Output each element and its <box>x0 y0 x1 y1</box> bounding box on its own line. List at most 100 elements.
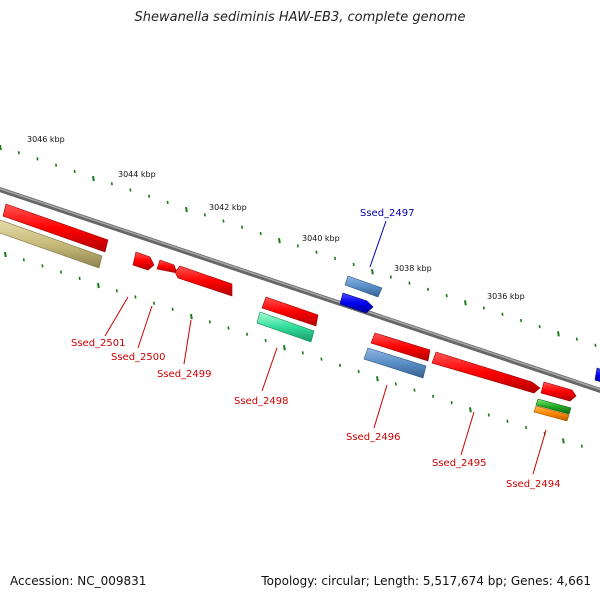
scale-tick <box>594 343 597 347</box>
scale-tick <box>153 301 156 305</box>
gene-feature-ssed-2499[interactable] <box>174 265 233 297</box>
scale-tick <box>487 413 490 417</box>
leader-line-ssed-2498 <box>261 347 278 392</box>
scale-tick <box>246 332 249 336</box>
scale-tick <box>482 306 485 310</box>
gene-feature-ssed-2498[interactable] <box>261 296 319 327</box>
scale-tick <box>432 394 435 399</box>
scale-tick <box>562 438 565 444</box>
scale-tick <box>413 388 416 392</box>
scale-tick <box>129 188 132 192</box>
leader-line-ssed-2495 <box>460 411 475 456</box>
scale-tick <box>4 251 7 258</box>
scale-tick <box>41 264 44 268</box>
scale-tick <box>301 351 304 355</box>
scale-tick <box>171 307 174 312</box>
scale-tick <box>339 363 342 367</box>
scale-tick <box>538 325 541 329</box>
gene-feature-olive[interactable] <box>0 219 103 269</box>
gene-label-ssed-2500[interactable]: Ssed_2500 <box>111 352 166 363</box>
scale-tick <box>278 238 281 244</box>
scale-tick <box>296 244 299 248</box>
scale-label: 3036 kbp <box>487 292 525 301</box>
scale-tick <box>408 281 411 285</box>
scale-tick <box>78 276 81 280</box>
gene-feature-blue[interactable] <box>363 347 427 379</box>
leader-line-ssed-2501 <box>104 296 129 337</box>
gene-label-ssed-2498[interactable]: Ssed_2498 <box>234 396 289 407</box>
scale-tick <box>389 275 392 279</box>
scale-label: 3044 kbp <box>118 170 156 179</box>
scale-ticks <box>0 144 597 347</box>
scale-tick <box>185 206 188 213</box>
scale-tick <box>427 287 430 292</box>
gene-label-ssed-2495[interactable]: Ssed_2495 <box>432 458 487 469</box>
scale-tick <box>557 331 560 337</box>
leader-line-ssed-2500 <box>137 305 153 349</box>
scale-tick <box>501 312 504 316</box>
scale-tick <box>334 256 337 260</box>
scale-tick <box>36 157 39 161</box>
scale-tick <box>134 295 137 299</box>
scale-tick <box>520 318 523 323</box>
map-title: Shewanella sediminis HAW-EB3, complete g… <box>134 10 466 25</box>
gene-feature-ssed-2495[interactable] <box>431 351 541 394</box>
genome-backbone <box>0 187 600 393</box>
gene-label-ssed-2496[interactable]: Ssed_2496 <box>346 432 401 443</box>
scale-tick <box>394 382 397 386</box>
leader-line-ssed-2497 <box>369 220 387 268</box>
scale-tick <box>190 313 193 320</box>
scale-tick <box>450 400 453 405</box>
scale-tick <box>376 376 379 382</box>
scale-tick <box>110 182 113 186</box>
scale-tick <box>259 231 262 236</box>
scale-tick <box>580 444 583 448</box>
scale-tick <box>55 163 58 167</box>
scale-tick <box>115 289 118 293</box>
scale-tick <box>73 169 76 173</box>
scale-tick <box>222 219 225 223</box>
scale-label: 3040 kbp <box>302 234 340 243</box>
gene-feature-ssed-2494-green[interactable] <box>535 398 572 415</box>
gene-feature-ssed-2496[interactable] <box>370 332 431 362</box>
leader-line-ssed-2496 <box>373 384 388 429</box>
gene-label-ssed-2501[interactable]: Ssed_2501 <box>71 338 126 349</box>
scale-tick <box>166 200 169 205</box>
gene-label-ssed-2499[interactable]: Ssed_2499 <box>157 369 212 380</box>
scale-tick <box>227 326 230 330</box>
scale-tick <box>469 407 472 413</box>
scale-tick <box>241 225 244 229</box>
leader-line-ssed-2494 <box>532 429 547 475</box>
gene-feature-teal[interactable] <box>256 311 315 343</box>
scale-tick <box>575 337 578 341</box>
gene-label-ssed-2497[interactable]: Ssed_2497 <box>360 208 415 219</box>
scale-tick <box>22 258 25 262</box>
scale-tick <box>203 213 206 217</box>
scale-tick <box>315 250 318 254</box>
scale-label: 3046 kbp <box>27 135 65 144</box>
scale-tick <box>17 151 20 155</box>
leader-line-ssed-2499 <box>183 319 192 365</box>
gene-feature-ssed-2501[interactable] <box>2 203 109 253</box>
scale-label: 3042 kbp <box>209 203 247 212</box>
scale-tick <box>506 419 509 423</box>
scale-tick <box>148 194 151 198</box>
scale-tick <box>92 175 95 182</box>
gene-feature-ssed-2497[interactable] <box>344 275 383 298</box>
accession-text: Accession: NC_009831 <box>10 574 147 588</box>
scale-tick <box>0 144 2 151</box>
gene-feature-navy[interactable] <box>339 292 374 314</box>
gene-label-ssed-2494[interactable]: Ssed_2494 <box>506 479 561 490</box>
scale-tick <box>445 293 448 298</box>
scale-tick <box>60 270 63 274</box>
gene-feature-ssed-2499a[interactable] <box>156 259 178 274</box>
gene-feature-edge[interactable] <box>594 367 600 383</box>
gene-feature-ssed-2494-region[interactable] <box>540 381 577 402</box>
scale-tick <box>283 345 286 351</box>
gene-feature-ssed-2500[interactable] <box>132 251 155 271</box>
scale-tick <box>371 269 374 275</box>
gene-feature-ssed-2494-orange[interactable] <box>533 405 570 422</box>
scale-tick <box>525 425 528 430</box>
